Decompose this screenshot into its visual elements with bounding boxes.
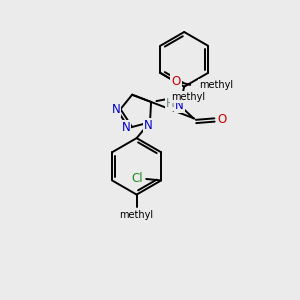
Text: methyl: methyl [171,92,205,102]
Text: N: N [122,121,130,134]
Text: Cl: Cl [131,172,142,184]
Text: H: H [166,98,175,110]
Text: methyl: methyl [199,80,233,90]
Text: N: N [112,103,120,116]
Text: N: N [175,99,184,112]
Text: O: O [217,113,226,127]
Text: N: N [144,119,153,132]
Text: O: O [171,75,181,88]
Text: methyl: methyl [120,210,154,220]
